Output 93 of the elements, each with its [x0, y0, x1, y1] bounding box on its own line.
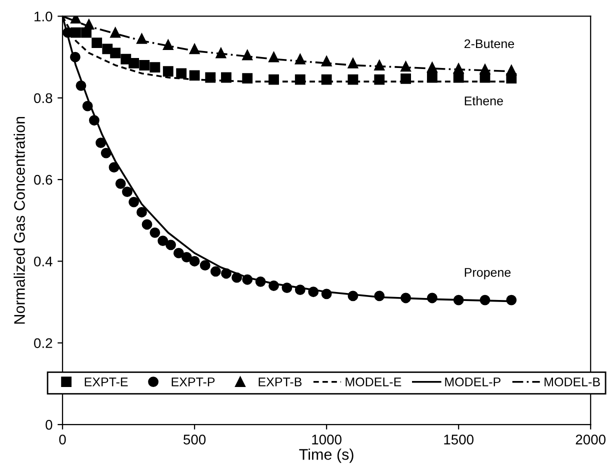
point: [308, 286, 319, 298]
point: [321, 56, 332, 66]
point: [426, 62, 438, 72]
point: [128, 58, 140, 68]
point: [232, 272, 242, 283]
point: [242, 73, 253, 84]
point: [92, 38, 102, 48]
point: [110, 48, 121, 58]
point: [400, 74, 411, 84]
y-tick-label: 0.2: [34, 338, 52, 348]
point: [76, 80, 86, 91]
x-tick-label: 1000: [312, 434, 342, 444]
point: [242, 50, 253, 60]
point: [480, 294, 490, 306]
point: [506, 64, 517, 76]
point: [453, 294, 464, 306]
point: [70, 52, 80, 62]
point: [221, 72, 232, 83]
point: [255, 276, 266, 287]
point: [162, 66, 174, 77]
point: [200, 260, 210, 271]
point: [268, 74, 279, 85]
point: [374, 60, 385, 70]
point: [480, 64, 490, 75]
point: [158, 236, 168, 246]
point: [400, 292, 411, 304]
point: [162, 40, 174, 50]
point: [136, 33, 147, 44]
point: [348, 74, 358, 85]
point: [216, 48, 226, 58]
point: [84, 19, 94, 30]
annotation: Propene: [464, 268, 511, 280]
point: [96, 138, 106, 148]
point: [321, 288, 332, 300]
point: [88, 115, 100, 126]
y-tick-label: 0: [46, 420, 52, 430]
point: [176, 68, 187, 79]
point: [150, 227, 160, 238]
point: [294, 284, 306, 296]
point: [100, 148, 112, 158]
y-tick-label: 0.8: [34, 93, 52, 104]
point: [136, 207, 147, 218]
point: [82, 100, 93, 112]
annotation: 2-Butene: [464, 39, 514, 48]
legend-label: EXPT-E: [84, 378, 128, 386]
y-tick-label: 1.0: [34, 12, 52, 22]
point: [110, 27, 121, 38]
point: [210, 266, 221, 277]
point: [173, 248, 184, 258]
point: [321, 74, 332, 85]
point: [348, 290, 358, 302]
point: [426, 72, 438, 83]
point: [150, 62, 160, 72]
y-tick-label: 0.4: [34, 256, 52, 266]
point: [122, 186, 132, 198]
point: [139, 60, 150, 70]
legend-label: MODEL-P: [445, 377, 500, 386]
point: [294, 74, 306, 85]
point: [115, 178, 126, 189]
point: [128, 196, 140, 208]
legend-label: EXPT-B: [258, 378, 302, 386]
point: [426, 292, 438, 304]
point: [189, 70, 200, 81]
x-tick-label: 1500: [444, 434, 474, 444]
point: [348, 58, 358, 68]
x-tick-label: 500: [184, 434, 206, 444]
point: [374, 74, 385, 85]
point: [189, 256, 200, 266]
x-tick-label: 0: [59, 434, 66, 444]
point: [181, 252, 192, 262]
x-tick-label: 2000: [576, 434, 606, 444]
point: [242, 274, 253, 285]
point: [221, 268, 232, 279]
point: [205, 72, 216, 83]
y-tick-label: 0.6: [34, 174, 52, 185]
point: [400, 61, 411, 72]
point: [294, 54, 306, 64]
point: [166, 240, 176, 250]
point: [506, 294, 517, 306]
legend-label: MODEL-E: [346, 377, 402, 386]
point: [189, 44, 200, 54]
point: [453, 63, 464, 74]
point: [268, 52, 279, 62]
x-axis-title: Time (s): [299, 448, 354, 463]
annotation: Ethene: [464, 96, 503, 106]
legend-label: EXPT-P: [172, 378, 215, 386]
point: [108, 162, 120, 173]
legend-label: MODEL-B: [544, 377, 600, 386]
point: [142, 219, 152, 230]
point: [268, 280, 279, 291]
point: [282, 282, 292, 293]
y-axis-title: Normalized Gas Concentration: [14, 116, 25, 324]
point: [374, 290, 385, 302]
